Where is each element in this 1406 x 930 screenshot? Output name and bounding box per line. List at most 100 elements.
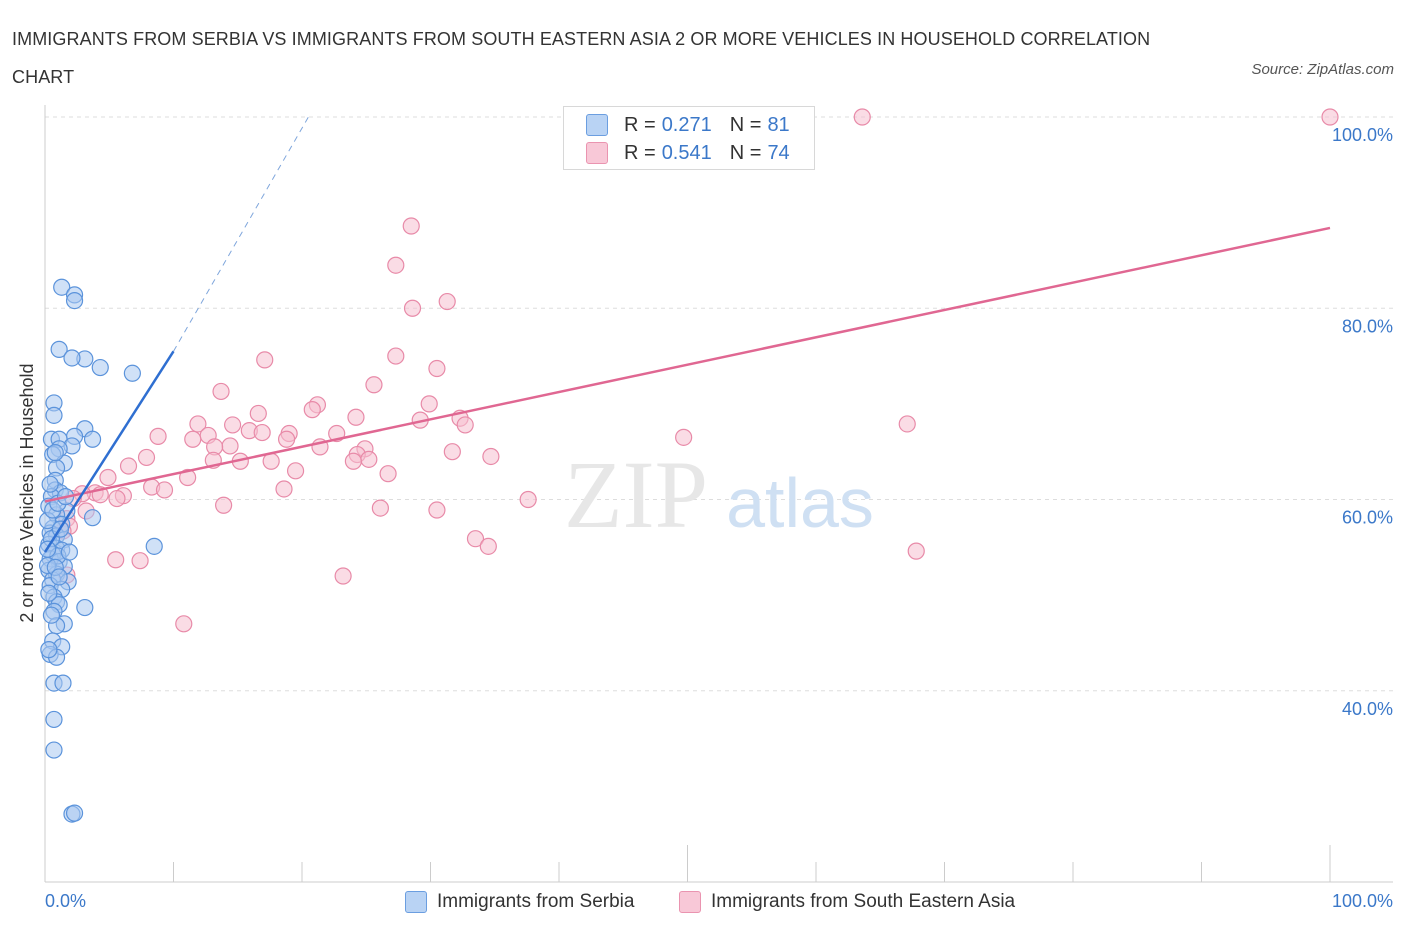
sea-point [212, 382, 230, 401]
sea-point [155, 481, 174, 499]
sea-point [387, 256, 405, 274]
legend-n-label: N = [729, 141, 762, 164]
sea-point [420, 395, 438, 413]
sea-point [379, 465, 397, 483]
serbia-point [63, 349, 81, 367]
legend-r-value: 0.271 [661, 113, 712, 136]
sea-point [482, 447, 500, 466]
serbia-point [145, 537, 163, 555]
legend-row-sea: R = 0.541 N = 74 [586, 139, 790, 167]
sea-point [360, 450, 378, 468]
legend-r-label: R = [624, 113, 656, 136]
sea-point [898, 415, 916, 433]
tick-labels: 40.0% 60.0% 80.0% 100.0% 0.0% 100.0% [45, 125, 1393, 911]
sea-point [519, 490, 537, 509]
series-south-eastern-asia [54, 108, 1339, 633]
y-tick-label: 100.0% [1332, 125, 1393, 145]
axes [44, 105, 1393, 883]
sea-point [175, 615, 193, 633]
x-tick-label: 0.0% [45, 891, 86, 911]
sea-point [428, 501, 446, 519]
sea-point [286, 462, 305, 480]
bottom-legend-serbia: Immigrants from Serbia [405, 890, 634, 914]
sea-point [402, 217, 420, 235]
serbia-point [65, 804, 84, 822]
sea-point [256, 351, 274, 369]
legend-n-value: 81 [767, 113, 790, 136]
y-tick-label: 80.0% [1342, 316, 1393, 336]
stats-legend: R = 0.271 N = 81 R = 0.541 N = 74 [563, 106, 815, 170]
trend-lines [43, 116, 1331, 553]
sea-point [184, 430, 202, 448]
bottom-legend-label-serbia: Immigrants from Serbia [437, 891, 635, 912]
serbia-point [50, 568, 68, 586]
serbia-point [45, 406, 63, 424]
serbia-point [76, 598, 94, 617]
legend-r-label: R = [624, 141, 656, 164]
bottom-legend-swatch-serbia [405, 891, 427, 913]
sea-point [149, 427, 167, 445]
bottom-legend-swatch-sea [679, 891, 701, 913]
serbia-point [60, 543, 79, 561]
sea-point [119, 457, 138, 475]
sea-point [479, 537, 497, 555]
sea-point [303, 401, 321, 419]
serbia-point [40, 641, 58, 659]
sea-point [131, 552, 149, 570]
serbia-trend-extension [173, 116, 309, 352]
sea-point [428, 359, 446, 378]
sea-point [443, 443, 461, 461]
sea-point [249, 404, 267, 423]
bottom-legend-sea: Immigrants from South Eastern Asia [679, 890, 1015, 914]
serbia-point [45, 741, 63, 759]
sea-point [347, 408, 365, 426]
sea-point [456, 416, 474, 434]
sea-point [334, 567, 352, 585]
sea-point [907, 542, 925, 560]
sea-point [344, 452, 362, 470]
sea-point [275, 480, 293, 498]
serbia-point [53, 278, 71, 296]
sea-point [221, 437, 239, 455]
sea-point [387, 347, 405, 365]
sea-point [1321, 108, 1339, 126]
serbia-trend-line [43, 350, 175, 553]
serbia-point [65, 292, 84, 310]
sea-trend-line [44, 226, 1331, 503]
serbia-point [83, 509, 102, 527]
legend-row-serbia: R = 0.271 N = 81 [586, 111, 790, 139]
y-tick-label: 40.0% [1342, 699, 1393, 719]
sea-point [189, 415, 207, 433]
watermark-zip: ZIP [564, 441, 708, 548]
serbia-point [42, 606, 61, 624]
sea-point [371, 499, 389, 517]
y-axis-label: 2 or more Vehicles in Household [17, 363, 37, 622]
sea-point [107, 551, 125, 569]
legend-swatch-sea [586, 142, 608, 164]
sea-point [253, 423, 271, 442]
serbia-point [41, 475, 59, 493]
sea-point [277, 430, 296, 448]
series-serbia [38, 278, 163, 823]
x-tick-label: 100.0% [1332, 891, 1393, 911]
serbia-point [123, 364, 141, 382]
sea-point [179, 468, 197, 487]
serbia-point [40, 584, 58, 602]
sea-point [365, 376, 383, 394]
serbia-point [45, 710, 63, 729]
grid-lines [45, 116, 1393, 692]
sea-point [853, 108, 871, 126]
y-tick-label: 60.0% [1342, 508, 1393, 528]
serbia-point [83, 430, 102, 448]
legend-n-value: 74 [767, 141, 790, 164]
legend-n-label: N = [729, 113, 762, 136]
watermark-atlas: atlas [726, 464, 874, 542]
sea-point [108, 489, 126, 508]
sea-point [215, 496, 233, 514]
sea-point [438, 292, 456, 311]
sea-point [403, 299, 422, 317]
sea-point [224, 416, 242, 434]
bottom-legend-label-sea: Immigrants from South Eastern Asia [711, 891, 1016, 912]
chart-title: IMMIGRANTS FROM SERBIA VS IMMIGRANTS FRO… [12, 29, 1151, 87]
